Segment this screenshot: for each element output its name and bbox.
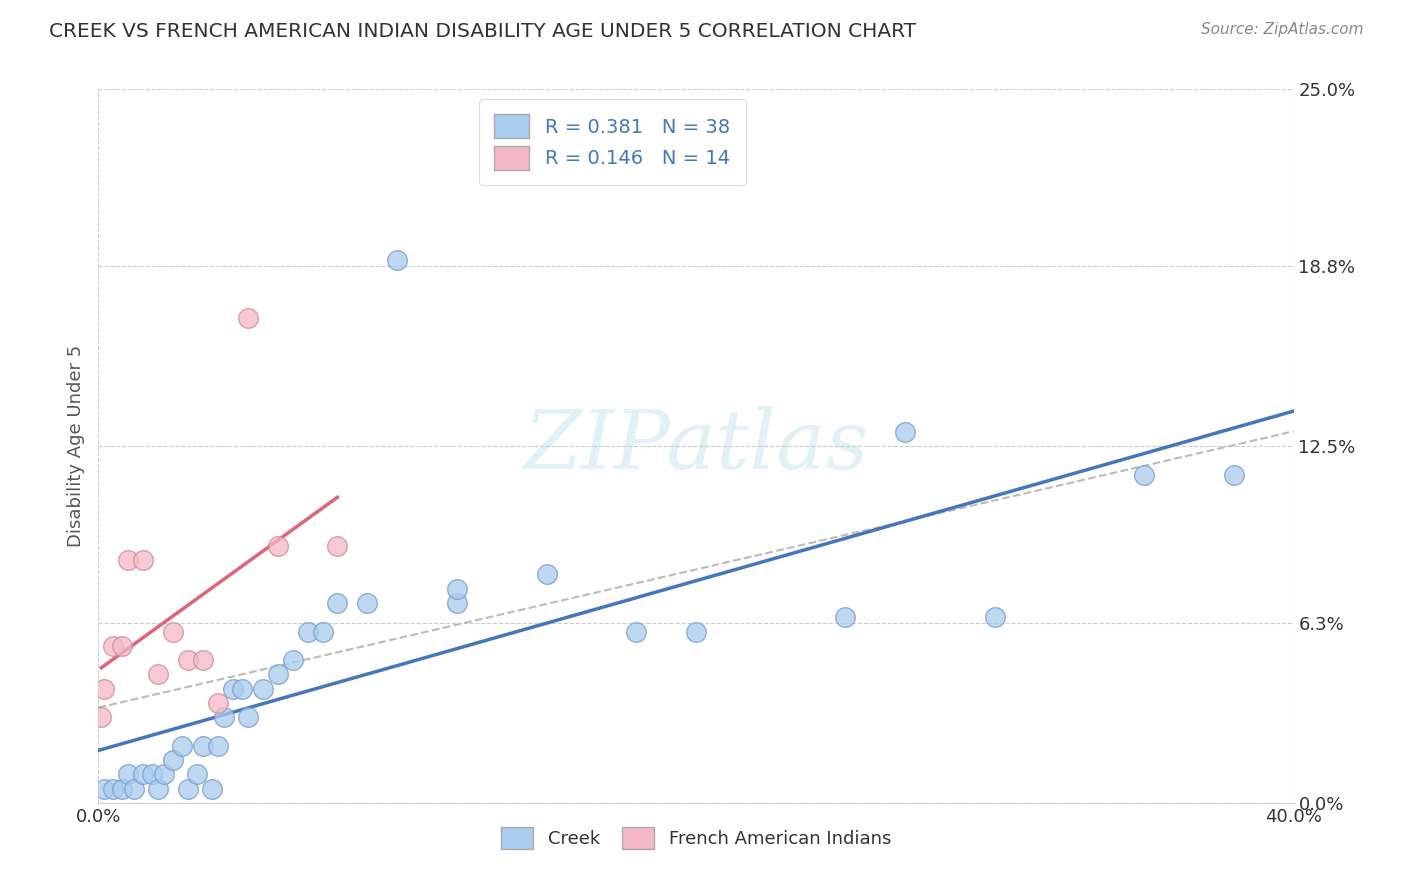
Point (141, 767, 163, 781)
Point (446, 582, 468, 596)
Point (103, 781, 125, 796)
Point (186, 767, 208, 781)
Point (1223, 467, 1246, 482)
Point (153, 767, 176, 781)
Point (267, 667, 290, 681)
Point (236, 710, 259, 724)
Point (201, 781, 224, 796)
Text: Source: ZipAtlas.com: Source: ZipAtlas.com (1201, 22, 1364, 37)
Point (984, 610, 1007, 624)
Point (177, 781, 200, 796)
Point (385, 253, 409, 268)
Point (172, 739, 194, 753)
Point (148, 667, 170, 681)
Text: ZIPatlas: ZIPatlas (523, 406, 869, 486)
Point (222, 681, 245, 696)
Point (626, 624, 648, 639)
Point (191, 739, 214, 753)
Point (103, 639, 125, 653)
Point (93, 781, 115, 796)
Point (311, 624, 333, 639)
Point (162, 753, 184, 767)
Point (111, 639, 134, 653)
Point (231, 681, 253, 696)
Point (148, 781, 170, 796)
Point (297, 624, 319, 639)
Point (281, 653, 304, 667)
Point (446, 596, 468, 610)
Point (685, 624, 707, 639)
Point (132, 767, 155, 781)
Point (162, 624, 184, 639)
Point (834, 610, 856, 624)
Text: CREEK VS FRENCH AMERICAN INDIAN DISABILITY AGE UNDER 5 CORRELATION CHART: CREEK VS FRENCH AMERICAN INDIAN DISABILI… (49, 22, 917, 41)
Point (1133, 467, 1156, 482)
Point (267, 539, 290, 553)
Point (252, 681, 274, 696)
Point (90, 710, 112, 724)
Point (111, 781, 134, 796)
Point (132, 553, 155, 567)
Point (356, 596, 378, 610)
Y-axis label: Disability Age Under 5: Disability Age Under 5 (66, 345, 84, 547)
Point (207, 696, 229, 710)
Point (536, 567, 558, 582)
Point (177, 653, 200, 667)
Point (191, 653, 214, 667)
Point (207, 739, 229, 753)
Point (117, 767, 139, 781)
Point (326, 596, 349, 610)
Point (212, 710, 235, 724)
Point (326, 539, 349, 553)
Point (117, 553, 139, 567)
Point (93, 681, 115, 696)
Point (894, 425, 917, 439)
Legend: Creek, French American Indians: Creek, French American Indians (492, 818, 900, 858)
Point (236, 310, 259, 325)
Point (124, 781, 146, 796)
